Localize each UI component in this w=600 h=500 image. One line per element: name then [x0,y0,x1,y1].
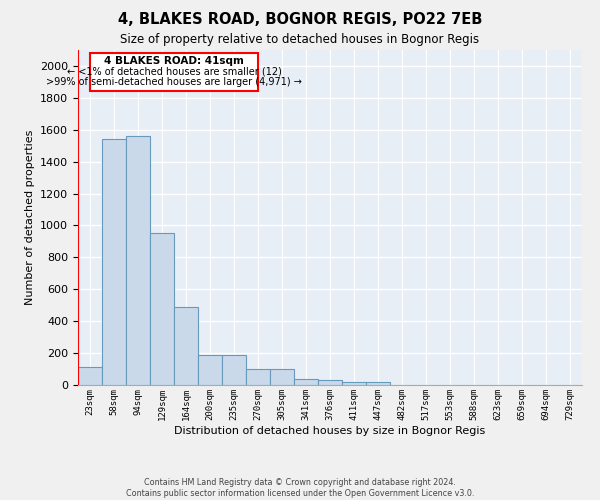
Bar [222,354,246,385]
Bar [318,380,342,385]
Bar [294,378,318,385]
Bar [342,382,366,385]
Text: 4, BLAKES ROAD, BOGNOR REGIS, PO22 7EB: 4, BLAKES ROAD, BOGNOR REGIS, PO22 7EB [118,12,482,28]
Bar [366,382,390,385]
Bar [102,140,126,385]
Bar [270,369,294,385]
Bar [126,136,150,385]
Text: 4 BLAKES ROAD: 41sqm: 4 BLAKES ROAD: 41sqm [104,56,244,66]
Text: >99% of semi-detached houses are larger (4,971) →: >99% of semi-detached houses are larger … [46,78,302,88]
Bar [174,307,198,385]
Text: Contains HM Land Registry data © Crown copyright and database right 2024.
Contai: Contains HM Land Registry data © Crown c… [126,478,474,498]
Bar [150,234,174,385]
Text: ← <1% of detached houses are smaller (12): ← <1% of detached houses are smaller (12… [67,66,281,76]
Y-axis label: Number of detached properties: Number of detached properties [25,130,35,305]
Bar [198,356,222,385]
Text: Size of property relative to detached houses in Bognor Regis: Size of property relative to detached ho… [121,32,479,46]
Bar [246,369,270,385]
X-axis label: Distribution of detached houses by size in Bognor Regis: Distribution of detached houses by size … [175,426,485,436]
FancyBboxPatch shape [90,53,258,92]
Bar [78,368,102,385]
